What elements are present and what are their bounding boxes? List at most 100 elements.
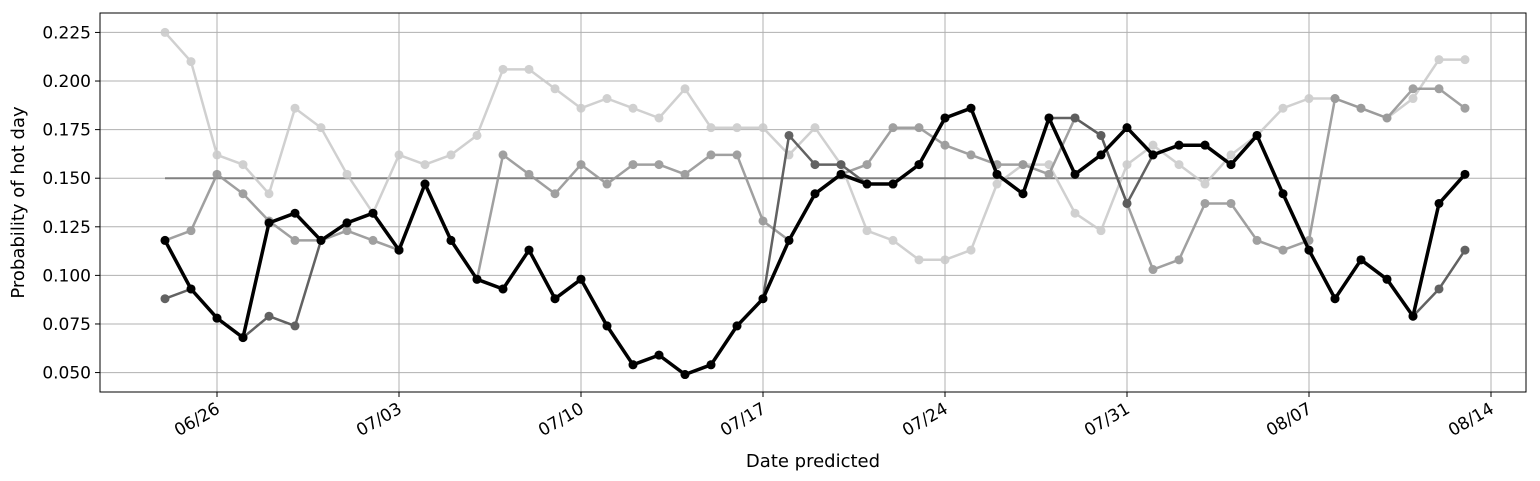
x-axis-ticks: 06/26 07/03 07/10 07/17 07/24 07/31 08/07 08/14 [171, 392, 1498, 441]
data-point [862, 179, 872, 189]
data-point [186, 284, 196, 294]
data-point [550, 294, 560, 304]
data-point [1460, 169, 1470, 179]
data-point [1174, 140, 1184, 150]
data-point [810, 189, 820, 199]
x-axis-label: Date predicted [746, 451, 880, 472]
y-tick-label: 0.100 [42, 266, 91, 286]
x-tick-label: 07/10 [535, 399, 587, 441]
data-point [706, 150, 716, 160]
y-axis-label: Probability of hot day [8, 106, 29, 299]
data-point [524, 169, 534, 179]
data-point [576, 274, 586, 284]
series-3 [160, 103, 1470, 380]
data-point [940, 255, 950, 265]
data-point [498, 284, 508, 294]
data-point [160, 294, 170, 304]
data-point [212, 313, 222, 323]
x-tick-label: 07/03 [353, 399, 405, 441]
data-point [1434, 84, 1444, 94]
x-tick-label: 07/31 [1081, 399, 1133, 441]
plot-area-frame [99, 12, 1527, 393]
data-point [628, 103, 638, 113]
data-point [1070, 169, 1080, 179]
data-point [1174, 160, 1184, 170]
data-point [1070, 208, 1080, 218]
data-point [628, 160, 638, 170]
series-group [160, 27, 1470, 380]
data-point [732, 123, 742, 133]
grid [100, 13, 1526, 392]
data-point [940, 113, 950, 123]
y-tick-label: 0.150 [42, 169, 91, 189]
data-point [160, 235, 170, 245]
data-point [602, 179, 612, 189]
data-point [1122, 123, 1132, 133]
data-point [888, 235, 898, 245]
y-axis-ticks: 0.050 0.075 0.100 0.125 0.150 0.175 0.200 0.225 [42, 23, 100, 384]
data-point [862, 226, 872, 236]
y-tick-label: 0.175 [42, 121, 91, 141]
data-point [628, 360, 638, 370]
x-tick-label: 07/24 [899, 399, 951, 441]
data-point [1122, 160, 1132, 170]
data-point [1382, 113, 1392, 123]
data-point [1148, 265, 1158, 275]
data-point [1122, 198, 1132, 208]
data-point [1044, 113, 1054, 123]
data-point [836, 169, 846, 179]
data-point [654, 160, 664, 170]
data-point [1226, 160, 1236, 170]
data-point [810, 123, 820, 133]
data-point [1434, 198, 1444, 208]
data-point [212, 150, 222, 160]
data-point [602, 94, 612, 104]
series-2 [160, 84, 1470, 284]
data-point [368, 208, 378, 218]
data-point [472, 130, 482, 140]
data-point [1330, 94, 1340, 104]
data-point [1200, 140, 1210, 150]
data-point [1252, 130, 1262, 140]
data-point [1278, 189, 1288, 199]
data-point [1356, 103, 1366, 113]
data-point [1408, 84, 1418, 94]
data-point [758, 294, 768, 304]
data-point [810, 160, 820, 170]
data-point [394, 150, 404, 160]
data-point [1096, 150, 1106, 160]
data-point [290, 235, 300, 245]
data-point [472, 274, 482, 284]
data-point [706, 360, 716, 370]
data-point [342, 169, 352, 179]
data-point [1408, 311, 1418, 321]
data-point [1044, 169, 1054, 179]
data-point [290, 208, 300, 218]
data-point [992, 169, 1002, 179]
x-tick-label: 06/26 [171, 399, 223, 441]
data-point [758, 123, 768, 133]
data-point [1434, 55, 1444, 65]
data-point [498, 64, 508, 74]
series-line [164, 87, 1466, 281]
data-point [966, 150, 976, 160]
data-point [576, 103, 586, 113]
data-point [186, 57, 196, 67]
data-point [1174, 255, 1184, 265]
data-point [732, 321, 742, 331]
data-point [940, 140, 950, 150]
data-point [1226, 198, 1236, 208]
data-point [576, 160, 586, 170]
data-point [1148, 150, 1158, 160]
data-point [836, 160, 846, 170]
data-point [498, 150, 508, 160]
data-point [992, 179, 1002, 189]
data-point [264, 311, 274, 321]
data-point [1330, 294, 1340, 304]
data-point [238, 333, 248, 343]
data-point [888, 179, 898, 189]
data-point [758, 216, 768, 226]
data-point [264, 189, 274, 199]
data-point [1382, 274, 1392, 284]
